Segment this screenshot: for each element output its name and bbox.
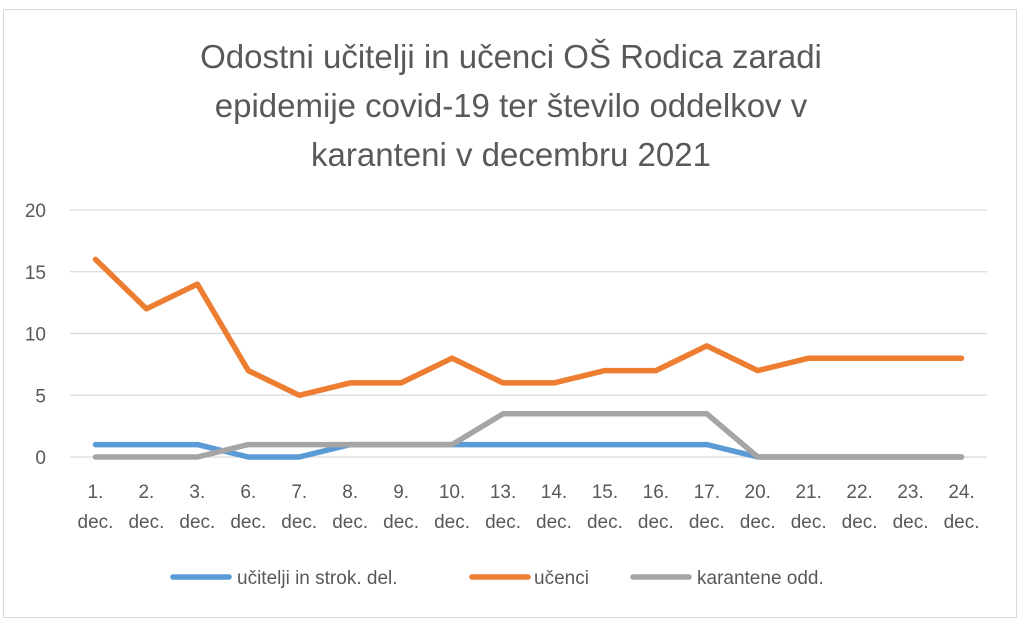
y-tick-label: 15 xyxy=(25,263,46,284)
x-tick-label: 20. dec. xyxy=(740,482,776,533)
x-tick-day: 10. xyxy=(439,482,465,503)
y-axis-tick-labels: 0 5 10 15 20 xyxy=(25,201,46,469)
x-tick-label: 16. dec. xyxy=(638,482,674,533)
series-line-1 xyxy=(92,256,965,399)
legend-label-1: učenci xyxy=(534,568,589,589)
x-tick-month: dec. xyxy=(740,512,776,533)
y-tick-label: 10 xyxy=(25,325,46,346)
x-tick-day: 6. xyxy=(240,482,256,503)
x-tick-day: 22. xyxy=(846,482,872,503)
x-tick-day: 16. xyxy=(643,482,669,503)
x-tick-label: 2. dec. xyxy=(128,482,164,533)
x-tick-label: 9. dec. xyxy=(383,482,419,533)
x-tick-day: 17. xyxy=(694,482,720,503)
x-tick-month: dec. xyxy=(332,512,368,533)
y-tick-label: 5 xyxy=(35,386,46,407)
x-tick-day: 3. xyxy=(189,482,205,503)
x-tick-month: dec. xyxy=(638,512,674,533)
x-tick-label: 17. dec. xyxy=(689,482,725,533)
x-tick-month: dec. xyxy=(536,512,572,533)
x-tick-day: 20. xyxy=(745,482,771,503)
x-tick-label: 14. dec. xyxy=(536,482,572,533)
x-tick-label: 23. dec. xyxy=(893,482,929,533)
legend-label-2: karantene odd. xyxy=(697,568,824,589)
x-tick-month: dec. xyxy=(893,512,929,533)
chart-title-line-3: karanteni v decembru 2021 xyxy=(311,136,711,173)
y-tick-label: 0 xyxy=(35,448,46,469)
legend-label-0: učitelji in strok. del. xyxy=(237,568,398,589)
x-tick-day: 15. xyxy=(592,482,618,503)
x-tick-day: 13. xyxy=(490,482,516,503)
x-tick-month: dec. xyxy=(944,512,980,533)
x-tick-month: dec. xyxy=(179,512,215,533)
x-tick-day: 8. xyxy=(342,482,358,503)
legend: učitelji in strok. del. učenci karantene o… xyxy=(170,568,824,589)
x-tick-day: 24. xyxy=(948,482,974,503)
y-tick-label: 20 xyxy=(25,201,46,222)
x-tick-label: 7. dec. xyxy=(281,482,317,533)
gridlines xyxy=(70,209,987,458)
x-axis-tick-labels: 1. dec. 2. dec. 3. dec. 6. dec. 7. dec. 8. dec. 9. de… xyxy=(78,482,980,533)
chart-title: Odostni učitelji in učenci OŠ Rodica zar… xyxy=(200,38,822,173)
x-tick-month: dec. xyxy=(587,512,623,533)
x-tick-month: dec. xyxy=(281,512,317,533)
chart-frame xyxy=(3,9,1017,618)
x-tick-label: 8. dec. xyxy=(332,482,368,533)
x-tick-label: 6. dec. xyxy=(230,482,266,533)
x-tick-day: 14. xyxy=(541,482,567,503)
x-tick-day: 9. xyxy=(393,482,409,503)
chart-title-line-1: Odostni učitelji in učenci OŠ Rodica zar… xyxy=(200,38,822,75)
series-lines xyxy=(92,256,965,460)
x-tick-day: 23. xyxy=(897,482,923,503)
x-tick-month: dec. xyxy=(791,512,827,533)
series-line-2 xyxy=(92,411,965,460)
x-tick-day: 1. xyxy=(88,482,104,503)
x-tick-label: 15. dec. xyxy=(587,482,623,533)
x-tick-day: 21. xyxy=(795,482,821,503)
x-tick-month: dec. xyxy=(230,512,266,533)
chart-title-line-2: epidemije covid-19 ter število oddelkov … xyxy=(215,87,808,124)
x-tick-label: 1. dec. xyxy=(78,482,114,533)
x-tick-label: 3. dec. xyxy=(179,482,215,533)
x-tick-label: 24. dec. xyxy=(944,482,980,533)
x-tick-day: 2. xyxy=(138,482,154,503)
x-tick-label: 10. dec. xyxy=(434,482,470,533)
x-tick-month: dec. xyxy=(434,512,470,533)
x-tick-month: dec. xyxy=(128,512,164,533)
x-tick-month: dec. xyxy=(78,512,114,533)
x-tick-month: dec. xyxy=(485,512,521,533)
x-tick-label: 21. dec. xyxy=(791,482,827,533)
x-tick-label: 22. dec. xyxy=(842,482,878,533)
x-tick-day: 7. xyxy=(291,482,307,503)
x-tick-month: dec. xyxy=(383,512,419,533)
x-tick-month: dec. xyxy=(689,512,725,533)
x-tick-label: 13. dec. xyxy=(485,482,521,533)
x-tick-month: dec. xyxy=(842,512,878,533)
